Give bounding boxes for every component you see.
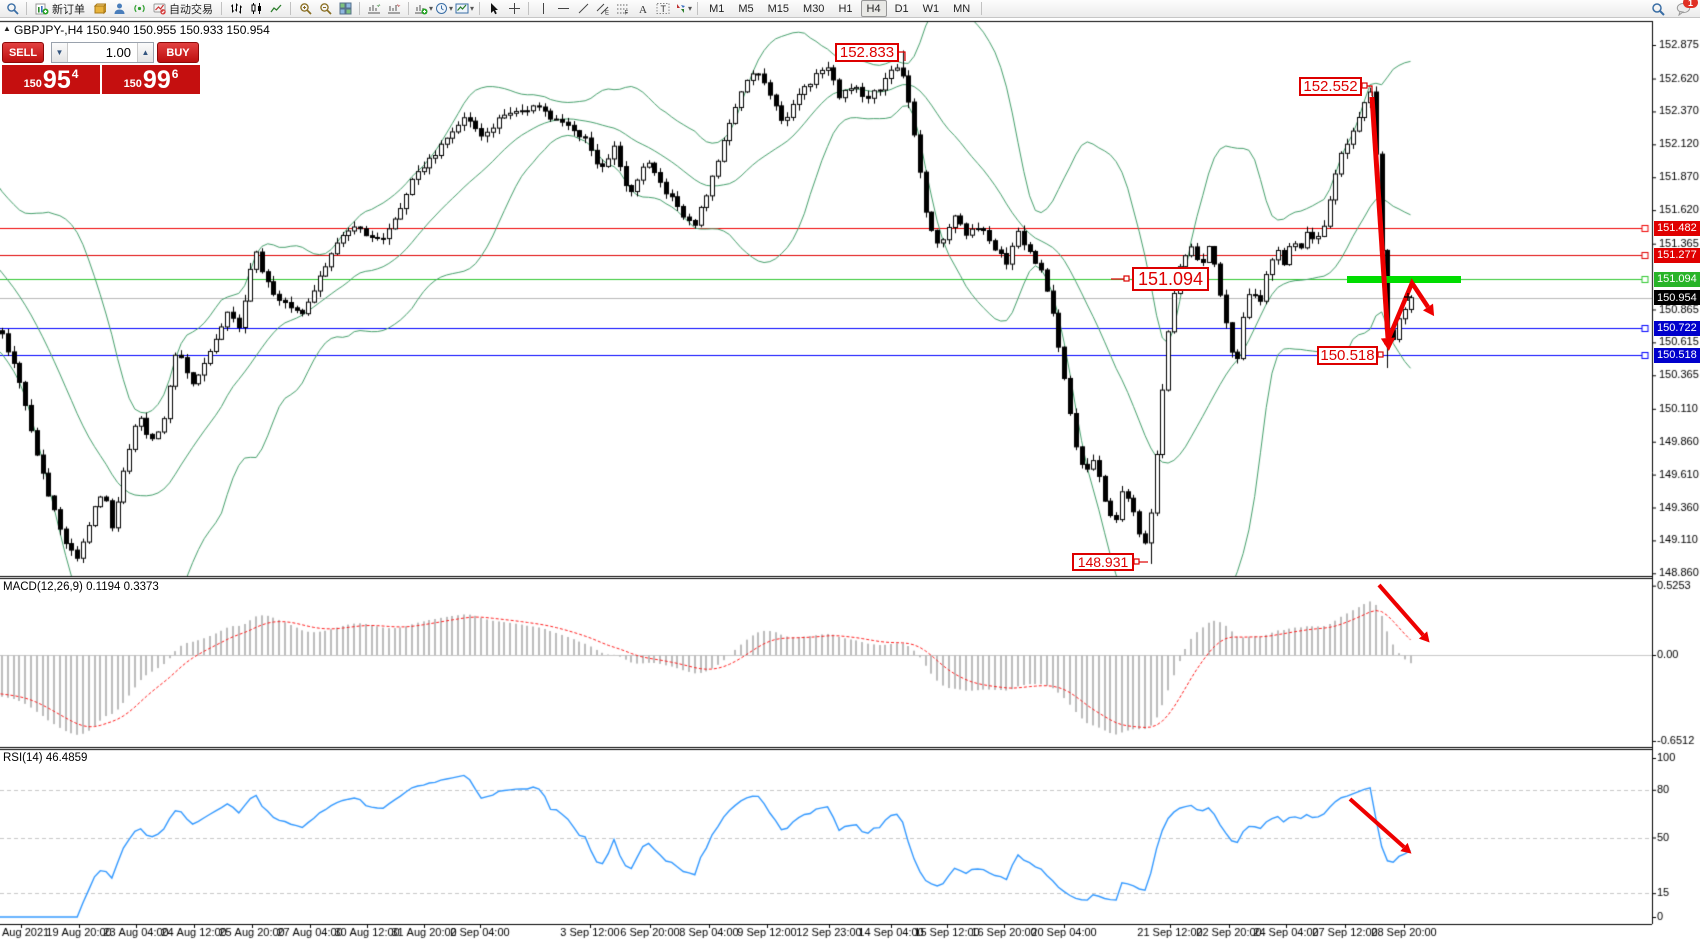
- one-click-trade-panel: SELL ▼ ▲ BUY 150 95 4 150 99 6: [2, 42, 200, 94]
- sell-button[interactable]: SELL: [2, 42, 44, 63]
- chart-title: GBPJPY-,H4 150.940 150.955 150.933 150.9…: [14, 23, 270, 37]
- chart-shift-button[interactable]: [385, 1, 403, 17]
- cursor-tool-button[interactable]: [485, 1, 503, 17]
- zoom-out-button[interactable]: [316, 1, 334, 17]
- notifications-button[interactable]: 1: [1675, 0, 1698, 17]
- market-icon[interactable]: [90, 1, 108, 17]
- candlestick-chart-button[interactable]: [247, 1, 265, 17]
- macd-indicator-label: MACD(12,26,9) 0.1194 0.3373: [3, 581, 159, 593]
- timeframe-h1-button[interactable]: H1: [838, 2, 853, 15]
- new-order-icon: [35, 3, 49, 15]
- price-badge-resistance-1: 151.482: [1654, 220, 1700, 236]
- dropdown-caret: ▾: [470, 4, 475, 13]
- lot-size-widget: ▼ ▲: [51, 42, 154, 63]
- separator: [528, 2, 530, 15]
- shapes-dropdown[interactable]: ▾: [674, 1, 692, 17]
- toolbar-search-icon[interactable]: [1649, 1, 1667, 17]
- price-badge-support-1: 150.722: [1654, 320, 1700, 336]
- autotrade-button[interactable]: 自动交易: [150, 1, 216, 17]
- timeframe-d1-button[interactable]: D1: [894, 2, 909, 15]
- buy-price[interactable]: 150 99 6: [102, 65, 200, 94]
- text-tool-button[interactable]: A: [634, 1, 652, 17]
- zoom-in-button[interactable]: [296, 1, 314, 17]
- timeframe-m1-button[interactable]: M1: [709, 2, 725, 15]
- dropdown-caret: ▾: [429, 4, 434, 13]
- separator: [290, 2, 291, 15]
- buy-price-big: 99: [142, 66, 171, 94]
- chart-corner-marker: ▲: [3, 24, 11, 33]
- price-badge-support-2: 150.518: [1654, 347, 1700, 363]
- timeframe-w1-button[interactable]: W1: [922, 2, 940, 15]
- profile-icon[interactable]: [110, 1, 128, 17]
- notification-count-badge: 1: [1683, 0, 1698, 8]
- templates-dropdown[interactable]: ▾: [455, 1, 474, 17]
- line-chart-button[interactable]: [267, 1, 285, 17]
- vline-tool-button[interactable]: [534, 1, 552, 17]
- sell-price-prefix: 150: [23, 78, 42, 90]
- periods-dropdown[interactable]: ▾: [435, 1, 453, 17]
- toolbar: 新订单 自动交易 ▾ ▾ ▾ E F A T ▾: [0, 0, 1700, 18]
- buy-price-sup: 6: [171, 67, 179, 81]
- dropdown-caret: ▾: [688, 4, 693, 13]
- separator: [408, 2, 409, 15]
- separator: [981, 2, 983, 15]
- hline-tool-button[interactable]: [554, 1, 572, 17]
- fibonacci-tool-button[interactable]: F: [614, 1, 632, 17]
- annotation-label-152552[interactable]: 152.552: [1299, 77, 1362, 96]
- buy-button[interactable]: BUY: [157, 42, 199, 63]
- separator: [221, 2, 222, 15]
- trendline-tool-button[interactable]: [574, 1, 592, 17]
- new-order-label: 新订单: [52, 3, 85, 16]
- lot-increase-button[interactable]: ▲: [137, 43, 153, 62]
- price-badge-resistance-2: 151.277: [1654, 247, 1700, 263]
- sell-price-big: 95: [42, 66, 71, 94]
- svg-text:T: T: [661, 4, 667, 14]
- svg-text:F: F: [625, 11, 629, 16]
- lot-input[interactable]: [68, 43, 137, 62]
- annotation-label-152833[interactable]: 152.833: [835, 43, 899, 62]
- crosshair-tool-button[interactable]: [505, 1, 523, 17]
- dropdown-caret: ▾: [449, 4, 454, 13]
- timeframe-h4-button[interactable]: H4: [860, 0, 887, 17]
- new-order-button[interactable]: 新订单: [32, 1, 88, 17]
- lot-decrease-button[interactable]: ▼: [52, 43, 68, 62]
- timeframe-mn-button[interactable]: MN: [953, 2, 971, 15]
- tile-windows-button[interactable]: [336, 1, 354, 17]
- rsi-indicator-label: RSI(14) 46.4859: [3, 752, 88, 764]
- channel-tool-button[interactable]: E: [594, 1, 612, 17]
- auto-scroll-button[interactable]: [365, 1, 383, 17]
- timeframe-m15-button[interactable]: M15: [767, 2, 790, 15]
- sell-price-sup: 4: [71, 67, 79, 81]
- price-badge-current: 150.954: [1654, 290, 1700, 306]
- indicators-dropdown[interactable]: ▾: [414, 1, 433, 17]
- signals-icon[interactable]: [130, 1, 148, 17]
- timeframe-m30-button[interactable]: M30: [803, 2, 825, 15]
- svg-text:E: E: [605, 11, 609, 16]
- annotation-label-150518[interactable]: 150.518: [1317, 346, 1378, 365]
- separator: [697, 2, 699, 15]
- autotrade-icon: [153, 3, 166, 15]
- price-badge-pivot: 151.094: [1654, 271, 1700, 287]
- label-tool-button[interactable]: T: [654, 1, 672, 17]
- annotation-label-151094[interactable]: 151.094: [1132, 267, 1209, 291]
- timeframe-m5-button[interactable]: M5: [738, 2, 754, 15]
- sell-price[interactable]: 150 95 4: [2, 65, 100, 94]
- buy-price-prefix: 150: [123, 78, 142, 90]
- bar-chart-button[interactable]: [227, 1, 245, 17]
- separator: [26, 2, 27, 15]
- annotation-label-148931[interactable]: 148.931: [1072, 553, 1134, 571]
- separator: [359, 2, 360, 15]
- svg-text:A: A: [639, 4, 647, 15]
- separator: [479, 2, 481, 15]
- autotrade-label: 自动交易: [169, 3, 213, 16]
- search-icon[interactable]: [3, 1, 21, 17]
